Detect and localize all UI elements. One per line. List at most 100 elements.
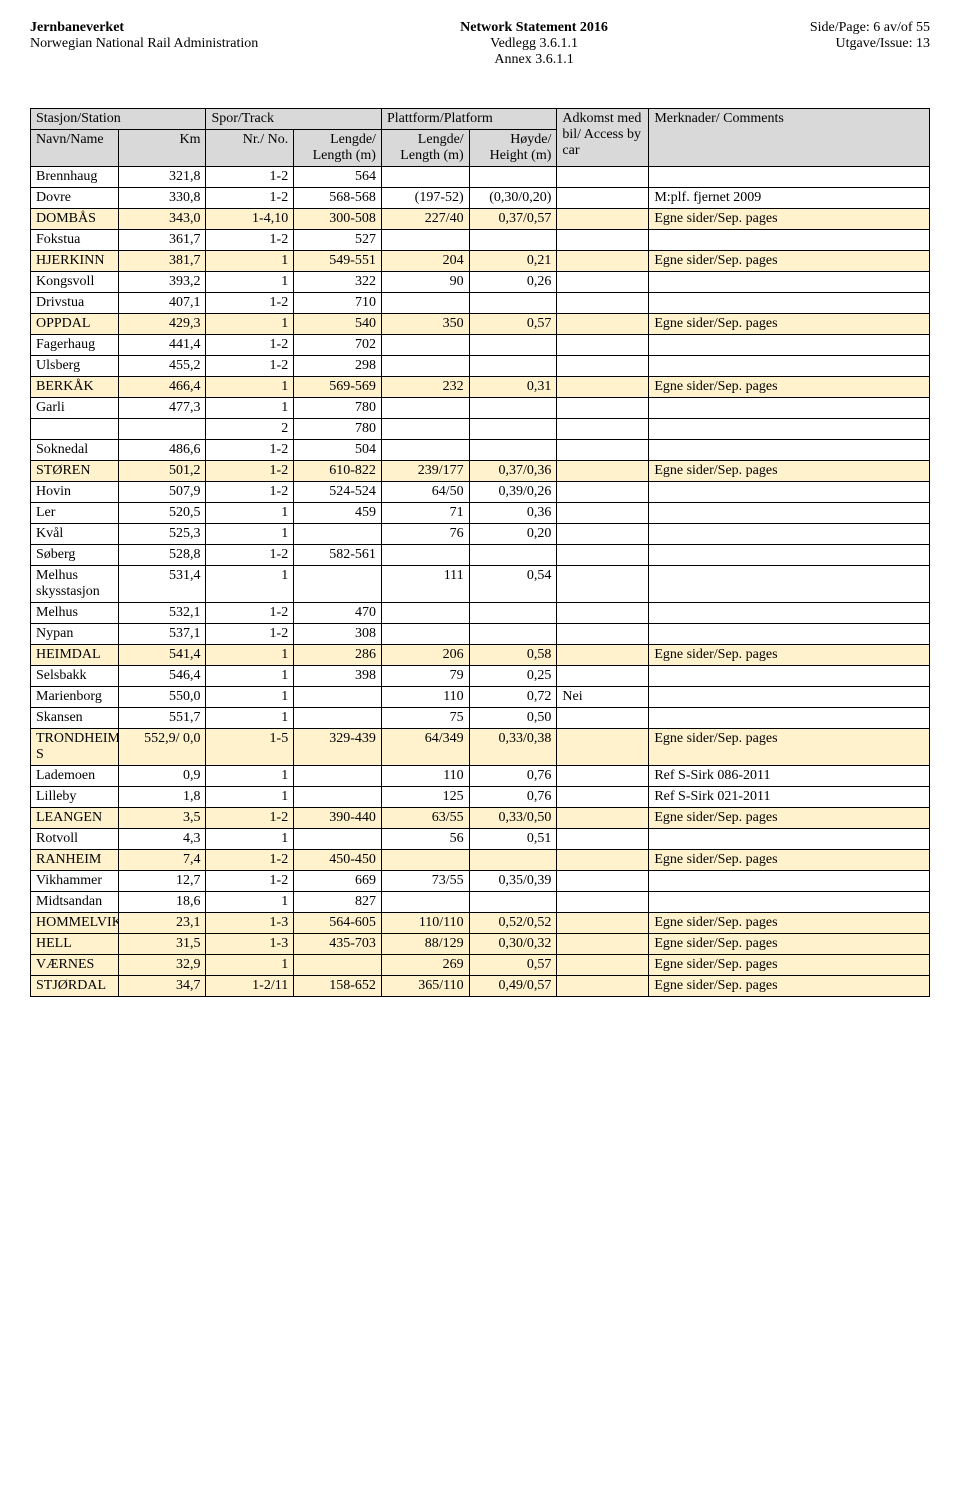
cell-trklen: 610-822 [294, 461, 382, 482]
table-row: Kongsvoll393,21322900,26 [31, 272, 930, 293]
cell-trklen: 158-652 [294, 976, 382, 997]
th-track: Spor/Track [206, 109, 381, 130]
cell-comm: Egne sider/Sep. pages [649, 251, 930, 272]
cell-km: 537,1 [118, 624, 206, 645]
cell-comm [649, 524, 930, 545]
cell-name: Fagerhaug [31, 335, 119, 356]
cell-trklen: 300-508 [294, 209, 382, 230]
cell-plfht [469, 293, 557, 314]
cell-name [31, 419, 119, 440]
cell-plflen: 75 [381, 708, 469, 729]
table-row: Hovin507,91-2524-52464/500,39/0,26 [31, 482, 930, 503]
cell-trklen: 540 [294, 314, 382, 335]
cell-name: HELL [31, 934, 119, 955]
header-center: Network Statement 2016 Vedlegg 3.6.1.1 A… [460, 20, 608, 68]
cell-km: 528,8 [118, 545, 206, 566]
cell-trklen: 298 [294, 356, 382, 377]
cell-name: Drivstua [31, 293, 119, 314]
th-track-no: Nr./ No. [206, 130, 294, 167]
cell-km: 31,5 [118, 934, 206, 955]
cell-comm: Ref S-Sirk 086-2011 [649, 766, 930, 787]
cell-trklen [294, 787, 382, 808]
cell-km [118, 419, 206, 440]
cell-km: 550,0 [118, 687, 206, 708]
cell-plfht: 0,37/0,36 [469, 461, 557, 482]
th-access: Adkomst med bil/ Access by car [557, 109, 649, 167]
cell-access [557, 892, 649, 913]
cell-plfht: 0,33/0,50 [469, 808, 557, 829]
cell-trkno: 1-2 [206, 545, 294, 566]
table-row: Dovre330,81-2568-568(197-52)(0,30/0,20)M… [31, 188, 930, 209]
cell-comm: Egne sider/Sep. pages [649, 913, 930, 934]
cell-km: 7,4 [118, 850, 206, 871]
cell-name: BERKÅK [31, 377, 119, 398]
cell-trklen: 527 [294, 230, 382, 251]
cell-access [557, 335, 649, 356]
cell-plfht: 0,58 [469, 645, 557, 666]
cell-trklen: 308 [294, 624, 382, 645]
cell-comm [649, 398, 930, 419]
cell-plflen: 76 [381, 524, 469, 545]
cell-name: Melhus skysstasjon [31, 566, 119, 603]
cell-comm [649, 335, 930, 356]
cell-trkno: 1 [206, 645, 294, 666]
cell-trklen [294, 766, 382, 787]
cell-name: Garli [31, 398, 119, 419]
cell-access [557, 787, 649, 808]
cell-plfht: 0,76 [469, 766, 557, 787]
cell-plfht: 0,26 [469, 272, 557, 293]
cell-access [557, 850, 649, 871]
cell-name: Ler [31, 503, 119, 524]
th-track-len: Lengde/ Length (m) [294, 130, 382, 167]
cell-plflen: 111 [381, 566, 469, 603]
cell-trklen: 549-551 [294, 251, 382, 272]
cell-name: Lilleby [31, 787, 119, 808]
cell-access [557, 566, 649, 603]
table-row: LEANGEN3,51-2390-44063/550,33/0,50Egne s… [31, 808, 930, 829]
th-platform-len: Lengde/ Length (m) [381, 130, 469, 167]
cell-comm [649, 566, 930, 603]
cell-name: Brennhaug [31, 167, 119, 188]
cell-plflen [381, 230, 469, 251]
cell-name: Skansen [31, 708, 119, 729]
table-row: Garli477,31780 [31, 398, 930, 419]
cell-plfht: 0,36 [469, 503, 557, 524]
cell-access [557, 398, 649, 419]
table-row: Fagerhaug441,41-2702 [31, 335, 930, 356]
cell-access [557, 482, 649, 503]
cell-plfht: 0,54 [469, 566, 557, 603]
cell-trklen: 459 [294, 503, 382, 524]
cell-access [557, 440, 649, 461]
cell-name: Lademoen [31, 766, 119, 787]
cell-access [557, 209, 649, 230]
cell-plfht [469, 603, 557, 624]
cell-name: Vikhammer [31, 871, 119, 892]
cell-plflen [381, 398, 469, 419]
cell-km: 541,4 [118, 645, 206, 666]
doc-title: Network Statement 2016 [460, 20, 608, 36]
th-comments: Merknader/ Comments [649, 109, 930, 167]
cell-access [557, 913, 649, 934]
cell-comm: Egne sider/Sep. pages [649, 955, 930, 976]
cell-trklen: 286 [294, 645, 382, 666]
cell-plfht [469, 892, 557, 913]
cell-name: Midtsandan [31, 892, 119, 913]
cell-access [557, 976, 649, 997]
cell-km: 531,4 [118, 566, 206, 603]
stations-table: Stasjon/Station Spor/Track Plattform/Pla… [30, 108, 930, 997]
header-left: Jernbaneverket Norwegian National Rail A… [30, 20, 258, 68]
table-row: HOMMELVIK23,11-3564-605110/1100,52/0,52E… [31, 913, 930, 934]
cell-trkno: 1-2 [206, 335, 294, 356]
cell-access [557, 729, 649, 766]
org-name-sub: Norwegian National Rail Administration [30, 36, 258, 52]
cell-name: TRONDHEIM S [31, 729, 119, 766]
cell-name: HOMMELVIK [31, 913, 119, 934]
cell-km: 343,0 [118, 209, 206, 230]
table-row: Nypan537,11-2308 [31, 624, 930, 645]
th-platform-height: Høyde/ Height (m) [469, 130, 557, 167]
table-row: STØREN501,21-2610-822239/1770,37/0,36Egn… [31, 461, 930, 482]
cell-trklen: 398 [294, 666, 382, 687]
cell-name: Hovin [31, 482, 119, 503]
table-row: OPPDAL429,315403500,57Egne sider/Sep. pa… [31, 314, 930, 335]
cell-trklen: 669 [294, 871, 382, 892]
